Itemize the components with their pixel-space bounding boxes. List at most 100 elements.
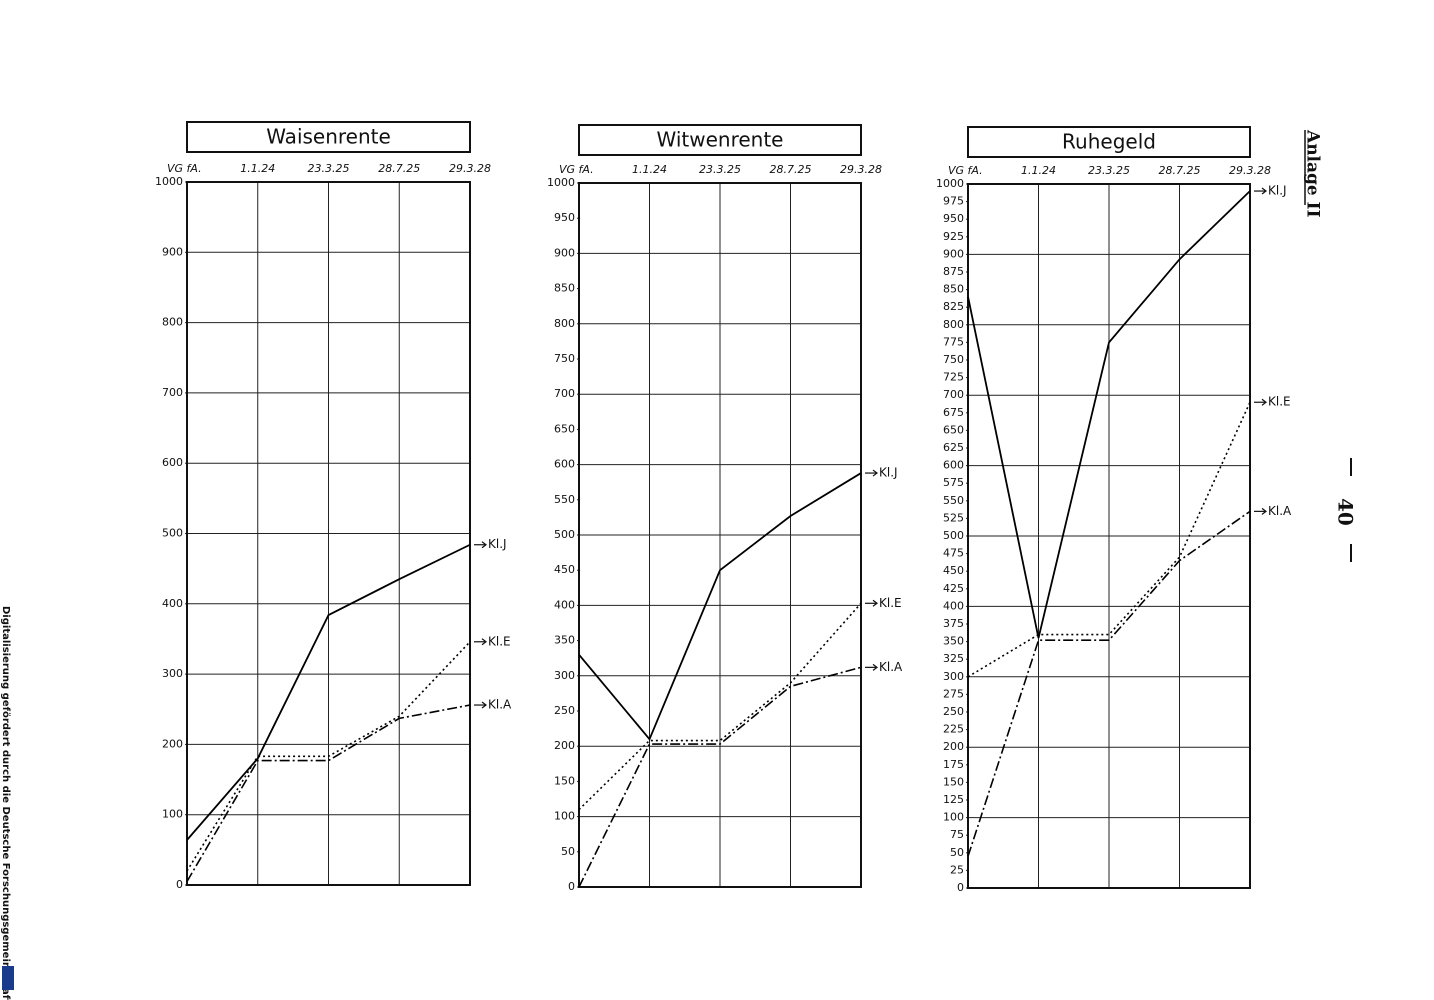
y-tick-label: 1000 [155,175,183,188]
x-tick-label: 1.1.24 [632,163,667,176]
label-arrowhead [872,663,878,671]
y-tick-label: 850 [943,283,964,296]
series-label: Kl.J [879,466,898,480]
y-tick-label: 750 [554,352,575,365]
series-label: Kl.E [1268,395,1291,409]
y-tick-label: 950 [943,212,964,225]
y-tick-label: 50 [950,846,964,859]
y-tick-label: 0 [568,880,575,893]
x-tick-label: 29.3.28 [1229,164,1271,177]
y-tick-label: 400 [943,599,964,612]
y-tick-label: 600 [554,458,575,471]
y-tick-label: 425 [943,582,964,595]
y-tick-label: 875 [943,265,964,278]
label-arrowhead [481,701,487,709]
y-tick-label: 100 [554,810,575,823]
y-tick-label: 225 [943,723,964,736]
y-tick-label: 350 [943,635,964,648]
x-tick-label: 29.3.28 [840,163,882,176]
chart-title: Witwenrente [657,128,784,152]
y-tick-label: 125 [943,793,964,806]
y-tick-label: 500 [554,528,575,541]
appendix: Anlage II [1303,129,1323,218]
y-tick-label: 450 [554,563,575,576]
x-tick-label: 23.3.25 [699,163,741,176]
y-tick-label: 375 [943,617,964,630]
y-tick-label: 700 [554,387,575,400]
y-tick-label: 825 [943,300,964,313]
y-tick-label: 750 [943,353,964,366]
y-tick-label: 400 [554,598,575,611]
y-tick-label: 200 [554,739,575,752]
y-tick-label: 1000 [936,177,964,190]
series-line [967,510,1251,857]
y-tick-label: 25 [950,863,964,876]
series-line [578,602,862,811]
x-tick-label: VG fA. [559,163,594,176]
x-tick-label: VG fA. [167,162,202,175]
chart-title: Ruhegeld [1062,130,1156,154]
series-label: Kl.A [1268,504,1292,518]
y-tick-label: 775 [943,335,964,348]
y-tick-label: 575 [943,476,964,489]
series-line [186,641,471,872]
y-tick-label: 275 [943,687,964,700]
y-tick-label: 800 [943,318,964,331]
x-tick-label: VG fA. [948,164,983,177]
x-tick-label: 23.3.25 [1088,164,1130,177]
x-tick-label: 28.7.25 [378,162,420,175]
series-line [578,666,862,888]
series-label: Kl.E [488,634,511,648]
y-tick-label: 350 [554,634,575,647]
label-arrowhead [872,599,878,607]
y-tick-label: 300 [554,669,575,682]
y-tick-label: 850 [554,282,575,295]
dfg-logo [2,966,14,990]
x-tick-label: 28.7.25 [1159,164,1201,177]
x-tick-label: 29.3.28 [449,162,491,175]
y-tick-label: 900 [943,247,964,260]
y-tick-label: 550 [554,493,575,506]
y-tick-label: 900 [162,245,183,258]
y-tick-label: 925 [943,230,964,243]
y-tick-label: 700 [943,388,964,401]
y-tick-label: 250 [943,705,964,718]
y-tick-label: 325 [943,652,964,665]
y-tick-label: 200 [162,737,183,750]
page-number: 40 [1334,498,1358,526]
label-arrowhead [481,541,487,549]
y-tick-label: 800 [162,316,183,329]
x-tick-label: 28.7.25 [770,163,812,176]
series-line [967,190,1251,639]
y-tick-label: 600 [162,456,183,469]
y-tick-label: 450 [943,564,964,577]
y-tick-label: 650 [943,423,964,436]
y-tick-label: 475 [943,547,964,560]
y-tick-label: 50 [561,845,575,858]
y-tick-label: 500 [943,529,964,542]
y-tick-label: 975 [943,195,964,208]
y-tick-label: 950 [554,211,575,224]
y-tick-label: 725 [943,371,964,384]
y-tick-label: 525 [943,511,964,524]
plot-frame [578,182,862,888]
series-line [186,704,471,882]
y-tick-label: 550 [943,494,964,507]
y-tick-label: 0 [176,878,183,891]
series-label: Kl.E [879,596,902,610]
series-label: Kl.A [488,698,512,712]
series-line [578,472,862,741]
label-arrowhead [1261,507,1267,515]
y-tick-label: 675 [943,406,964,419]
label-arrowhead [872,469,878,477]
label-arrowhead [1261,187,1267,195]
y-tick-label: 150 [943,775,964,788]
y-tick-label: 625 [943,441,964,454]
y-tick-label: 100 [162,808,183,821]
chart-title: Waisenrente [266,125,391,149]
y-tick-label: 900 [554,246,575,259]
y-tick-label: 200 [943,740,964,753]
x-tick-label: 1.1.24 [1021,164,1056,177]
label-arrowhead [1261,398,1267,406]
